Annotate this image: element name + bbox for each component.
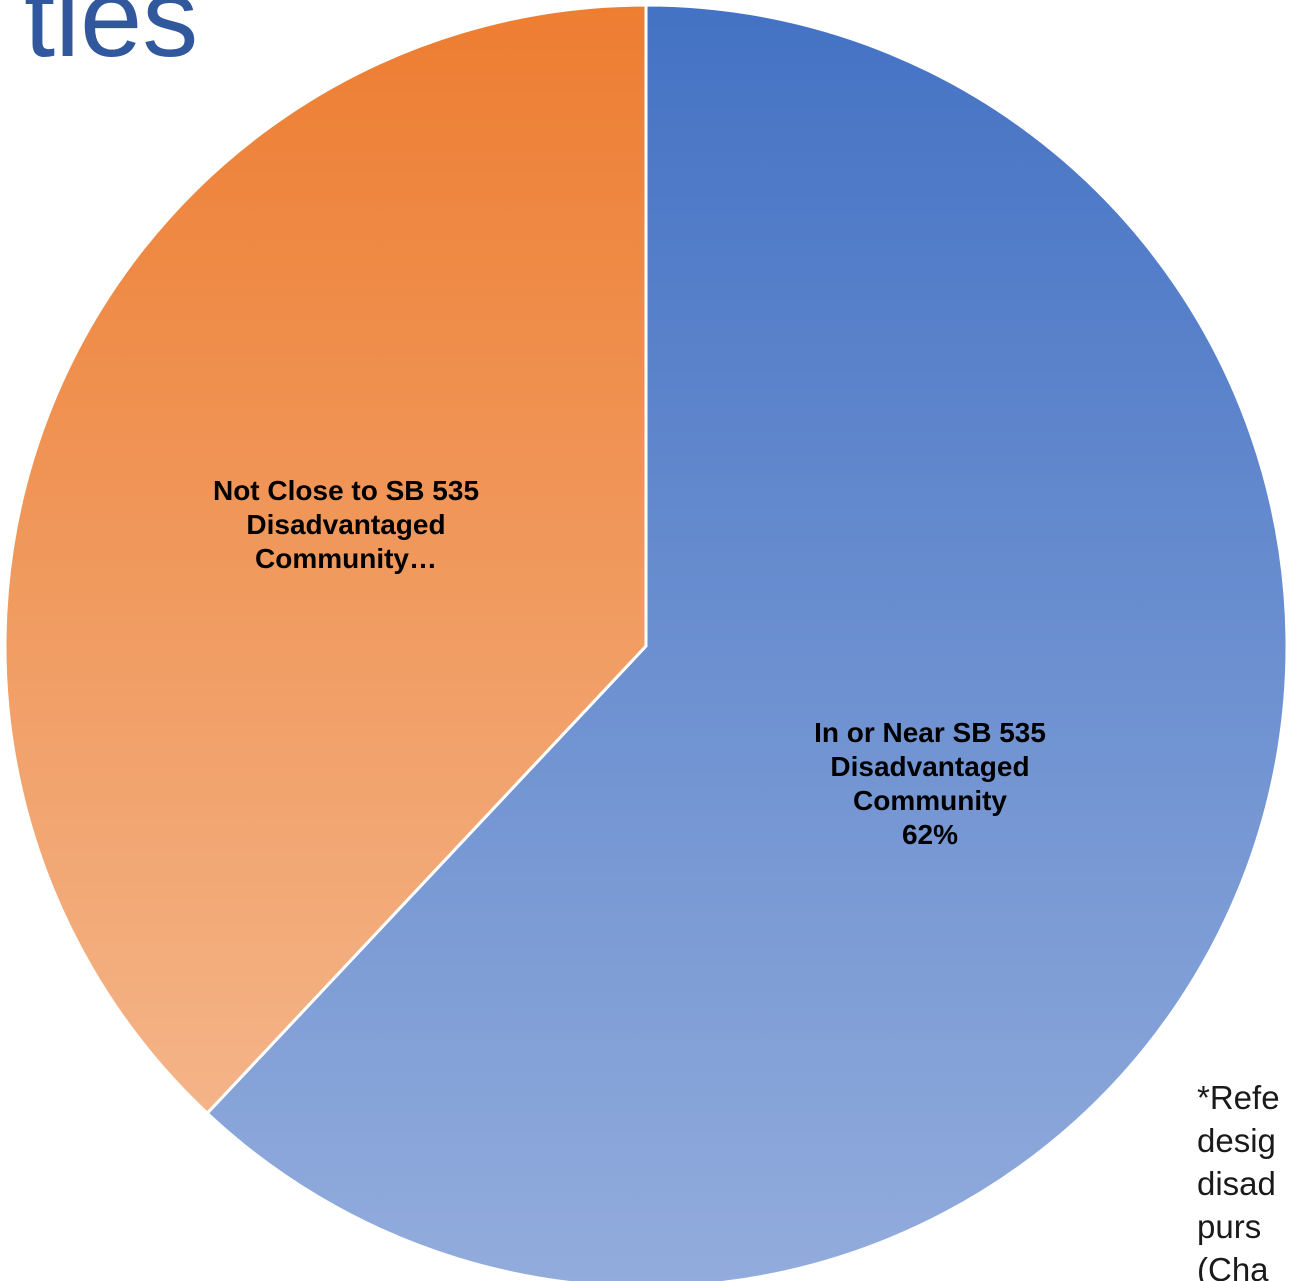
slide-title: ties bbox=[24, 0, 199, 80]
pie-slice bbox=[205, 3, 1289, 1281]
slice-label-line: 62% bbox=[902, 819, 958, 850]
footnote-line: purs bbox=[1197, 1208, 1262, 1245]
footnote: *Refe desig disad purs (Cha bbox=[1197, 1076, 1280, 1281]
slice-label: In or Near SB 535 Disadvantaged Community 6… bbox=[814, 717, 1046, 850]
slice-label-line: Disadvantaged bbox=[246, 509, 445, 540]
slice-label-line: In or Near SB 535 bbox=[814, 717, 1046, 748]
slice-label-line: Not Close to SB 535 bbox=[213, 475, 479, 506]
slice-label-line: Disadvantaged bbox=[830, 751, 1029, 782]
footnote-line: *Refe bbox=[1197, 1079, 1280, 1116]
footnote-line: (Cha bbox=[1197, 1251, 1269, 1281]
footnote-line: disad bbox=[1197, 1165, 1276, 1202]
footnote-line: desig bbox=[1197, 1122, 1276, 1159]
slice-label: Not Close to SB 535 Disadvantaged Communit… bbox=[213, 475, 479, 574]
slice-label-line: Community bbox=[853, 785, 1007, 816]
slice-label-line: Community… bbox=[255, 543, 437, 574]
pie-slice bbox=[3, 3, 648, 1116]
